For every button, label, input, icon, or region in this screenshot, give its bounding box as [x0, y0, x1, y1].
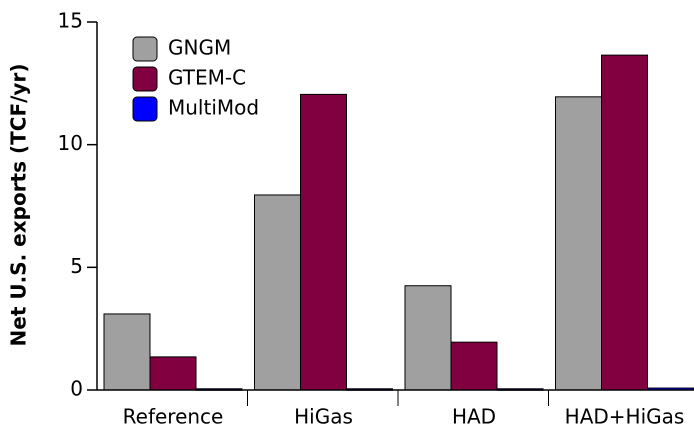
y-tick-label: 0: [70, 377, 83, 401]
legend-swatch: [132, 66, 158, 92]
legend-swatch: [132, 36, 158, 62]
bar: [404, 285, 452, 391]
bar: [254, 194, 301, 391]
y-tick-label: 5: [70, 254, 83, 278]
bar: [300, 93, 347, 391]
bar: [149, 356, 197, 391]
bar: [103, 313, 151, 391]
y-tick-label: 10: [58, 131, 83, 155]
bar: [601, 54, 648, 391]
bar: [555, 96, 602, 391]
legend-swatch: [132, 96, 158, 122]
x-tick-label: Reference: [123, 405, 224, 429]
legend-label: GTEM-C: [168, 66, 246, 90]
legend-label: MultiMod: [168, 96, 259, 120]
legend-label: GNGM: [168, 36, 231, 60]
x-tick-label: HAD: [452, 405, 496, 429]
y-tick-label: 15: [58, 9, 83, 33]
x-tick-label: HiGas: [294, 405, 353, 429]
y-axis-label: Net U.S. exports (TCF/yr): [7, 64, 31, 347]
bar: [450, 341, 498, 391]
x-tick-label: HAD+HiGas: [565, 405, 685, 429]
